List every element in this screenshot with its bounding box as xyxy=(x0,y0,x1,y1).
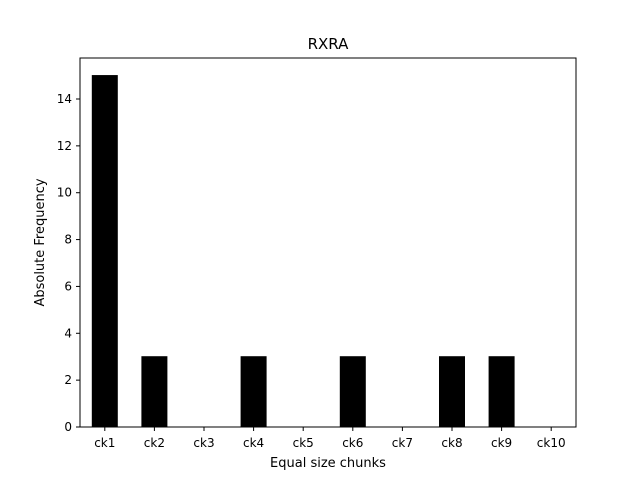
y-axis-ticks: 0 2 4 6 8 10 12 14 xyxy=(57,92,80,434)
x-tick-label: ck1 xyxy=(94,436,115,450)
x-tick-label: ck4 xyxy=(243,436,264,450)
x-axis-label: Equal size chunks xyxy=(270,456,386,471)
y-tick-label: 0 xyxy=(64,420,72,434)
x-tick-label: ck6 xyxy=(342,436,363,450)
y-tick-label: 14 xyxy=(57,92,72,106)
bar-ck8 xyxy=(439,356,465,428)
bar-ck2 xyxy=(141,356,168,428)
bar-ck1 xyxy=(91,75,118,428)
x-axis-ticks: ck1 ck2 ck3 ck4 ck5 ck6 ck7 ck8 ck9 ck10 xyxy=(94,427,566,450)
y-tick-label: 12 xyxy=(57,139,72,153)
y-tick-label: 2 xyxy=(64,373,72,387)
y-axis-label: Absolute Frequency xyxy=(33,178,48,306)
x-tick-label: ck7 xyxy=(392,436,413,450)
x-tick-label: ck9 xyxy=(491,436,512,450)
bar-ck9 xyxy=(488,356,515,428)
x-tick-label: ck8 xyxy=(441,436,462,450)
bar-ck6 xyxy=(339,356,366,428)
bars-layer xyxy=(91,75,515,428)
y-tick-label: 6 xyxy=(64,279,72,293)
x-tick-label: ck10 xyxy=(537,436,566,450)
y-tick-label: 8 xyxy=(64,233,72,247)
x-tick-label: ck5 xyxy=(293,436,314,450)
y-tick-label: 10 xyxy=(57,186,72,200)
plot-area-frame xyxy=(79,57,577,428)
chart-title: RXRA xyxy=(308,35,350,53)
bar-ck4 xyxy=(240,356,267,428)
x-tick-label: ck2 xyxy=(144,436,165,450)
y-tick-label: 4 xyxy=(64,326,72,340)
x-tick-label: ck3 xyxy=(193,436,214,450)
